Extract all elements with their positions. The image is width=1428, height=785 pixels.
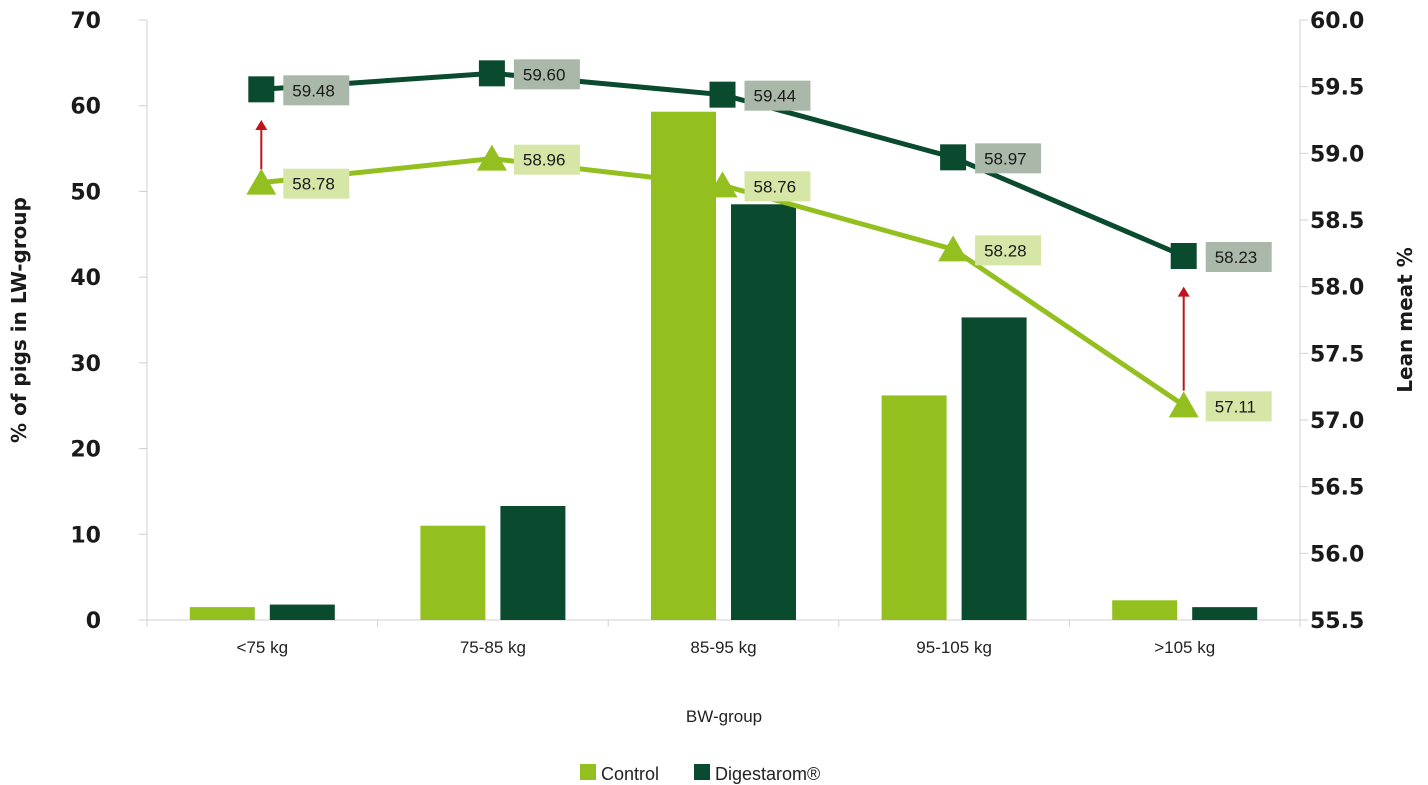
square-marker	[940, 144, 967, 171]
category-label: 95-105 kg	[916, 638, 992, 657]
data-label: 58.96	[523, 151, 566, 170]
data-label: 58.28	[984, 241, 1027, 260]
data-label: 58.76	[754, 177, 797, 196]
category-ticks: <75 kg 75-85 kg 85-95 kg 95-105 kg >105 kg	[146, 620, 1301, 657]
square-marker	[1170, 243, 1197, 269]
bar-control-0	[189, 607, 255, 620]
bar-control-1	[420, 525, 486, 620]
left-tick-label: 40	[70, 266, 101, 291]
left-tick-label: 70	[70, 9, 101, 34]
data-label-box	[283, 168, 350, 199]
y-axis-title: % of pigs in LW-group	[7, 197, 31, 443]
square-marker	[478, 60, 505, 87]
bars	[189, 111, 1258, 621]
legend-swatch-digestarom	[694, 764, 710, 780]
category-label: >105 kg	[1154, 638, 1215, 657]
left-tick-label: 60	[70, 95, 101, 120]
right-tick-label: 58.5	[1310, 209, 1364, 234]
right-tick-label: 60.0	[1310, 9, 1364, 34]
triangle-marker	[476, 144, 507, 171]
data-label: 59.48	[292, 81, 335, 100]
right-tick-label: 56.5	[1310, 476, 1364, 501]
bar-control-4	[1112, 600, 1178, 620]
y2-axis-title: Lean meat %	[1393, 247, 1417, 392]
left-tick-label: 10	[70, 523, 101, 548]
legend: Control Digestarom®	[580, 764, 820, 784]
data-label: 59.44	[754, 87, 797, 106]
data-label: 57.11	[1215, 397, 1256, 416]
category-label: 75-85 kg	[460, 638, 526, 657]
left-tick-labels: 0 10 20 30 40 50 60 70	[70, 9, 147, 634]
right-tick-label: 57.0	[1310, 409, 1364, 434]
data-label-box	[513, 59, 580, 90]
bar-control-2	[651, 111, 716, 620]
triangle-marker	[707, 171, 738, 198]
left-tick-label: 0	[86, 609, 101, 634]
category-label: <75 kg	[237, 638, 289, 657]
legend-label-digestarom: Digestarom®	[715, 764, 820, 784]
square-marker	[248, 76, 275, 103]
right-tick-label: 57.5	[1310, 342, 1364, 367]
data-label-box	[1205, 391, 1272, 422]
data-label: 58.97	[984, 149, 1027, 168]
bar-digestarom-4	[1192, 607, 1258, 620]
data-label-box	[975, 143, 1042, 174]
left-tick-label: 50	[70, 180, 101, 205]
right-tick-label: 58.0	[1310, 276, 1364, 301]
right-tick-label: 55.5	[1310, 609, 1364, 634]
square-marker	[709, 81, 736, 108]
bar-digestarom-3	[961, 317, 1027, 620]
data-label: 58.78	[292, 175, 335, 194]
data-label: 58.23	[1215, 248, 1258, 267]
lines	[246, 60, 1199, 418]
bar-digestarom-2	[731, 204, 796, 621]
arrows	[255, 120, 1190, 391]
data-label-box	[744, 171, 811, 202]
left-tick-label: 20	[70, 438, 101, 463]
x-axis-title: BW-group	[686, 707, 762, 726]
left-tick-label: 30	[70, 352, 101, 377]
improvement-arrow-head	[255, 120, 268, 130]
bar-digestarom-1	[500, 506, 566, 620]
bar-digestarom-0	[269, 604, 335, 620]
legend-swatch-control	[580, 764, 596, 780]
data-label-box	[513, 144, 580, 175]
triangle-marker	[1168, 391, 1199, 418]
data-label-box	[744, 80, 811, 111]
right-tick-label: 56.0	[1310, 542, 1364, 567]
triangle-marker	[246, 168, 277, 195]
improvement-arrow-head	[1177, 286, 1190, 297]
category-label: 85-95 kg	[690, 638, 756, 657]
bar-control-3	[881, 395, 947, 620]
right-tick-labels: 55.5 56.0 56.5 57.0 57.5 58.0 58.5 59.0 59.5 60.0	[1300, 9, 1364, 634]
data-label-box	[283, 75, 350, 106]
legend-label-control: Control	[601, 764, 659, 784]
data-label: 59.60	[523, 65, 566, 84]
right-tick-label: 59.5	[1310, 76, 1364, 101]
triangle-marker	[938, 235, 969, 262]
right-tick-label: 59.0	[1310, 142, 1364, 167]
data-label-box	[975, 235, 1042, 266]
data-label-box	[1205, 242, 1272, 272]
data-labels: 58.78 58.96 58.76 58.28 57.11 59.48 59.60 59.44…	[283, 59, 1272, 422]
